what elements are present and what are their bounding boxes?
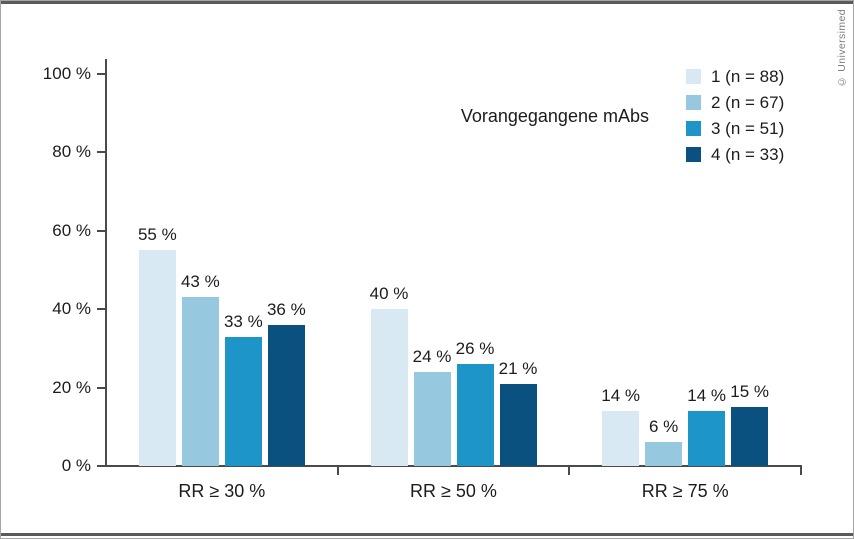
legend-swatch	[686, 121, 701, 136]
bar	[731, 407, 769, 466]
y-tick-label: 40 %	[52, 299, 91, 319]
bar	[370, 309, 408, 466]
x-axis-group-tick	[336, 467, 339, 475]
x-axis	[105, 465, 802, 467]
bar	[267, 324, 305, 466]
y-axis-tick	[97, 465, 105, 467]
bar-value-label: 24 %	[412, 346, 452, 366]
legend-swatch	[686, 69, 701, 84]
bar	[602, 411, 640, 466]
bar-value-label: 40 %	[369, 284, 409, 304]
legend-label: 1 (n = 88)	[711, 67, 785, 86]
y-axis-tick	[97, 151, 105, 154]
top-border-bar	[1, 1, 853, 4]
bottom-border-bar	[1, 533, 853, 536]
bar-value-label: 14 %	[687, 386, 727, 406]
bar	[499, 383, 537, 466]
bar-value-label: 36 %	[266, 299, 306, 319]
bar-value-label: 15 %	[730, 382, 770, 402]
category-label: RR ≥ 50 %	[410, 481, 497, 501]
category-label: RR ≥ 30 %	[178, 481, 266, 501]
bar-value-label: 43 %	[180, 272, 220, 292]
y-axis-tick	[97, 73, 105, 75]
bar-value-label: 21 %	[498, 358, 538, 378]
legend-label: 4 (n = 33)	[711, 145, 785, 164]
legend-label: 2 (n = 67)	[711, 93, 785, 112]
bar-value-label: 33 %	[223, 311, 263, 331]
bar-value-label: 14 %	[601, 386, 641, 406]
y-axis-tick	[97, 386, 105, 389]
bar	[138, 250, 176, 466]
y-tick-label: 20 %	[52, 377, 91, 397]
bar	[224, 336, 262, 466]
y-tick-label: 80 %	[52, 142, 91, 162]
bar	[645, 442, 683, 466]
legend-swatch	[686, 147, 701, 162]
bar-value-label: 6 %	[649, 417, 679, 437]
category-label: RR ≥ 75 %	[641, 481, 729, 501]
bar	[456, 364, 494, 466]
y-axis-tick	[97, 308, 105, 311]
bar	[413, 371, 451, 466]
bar	[688, 411, 726, 466]
legend-swatch	[686, 95, 701, 110]
y-axis-tick	[97, 229, 105, 232]
legend-title: Vorangegangene mAbs	[460, 106, 649, 126]
y-tick-label: 100 %	[42, 64, 91, 83]
bar-value-label: 55 %	[137, 225, 177, 245]
x-axis-group-tick	[800, 467, 802, 475]
x-axis-group-tick	[568, 467, 571, 475]
y-tick-label: 60 %	[52, 220, 91, 240]
y-axis	[105, 59, 107, 467]
y-tick-label: 0 %	[61, 456, 91, 475]
bar	[181, 297, 219, 466]
bar-value-label: 26 %	[455, 339, 495, 359]
legend-label: 3 (n = 51)	[711, 119, 785, 138]
